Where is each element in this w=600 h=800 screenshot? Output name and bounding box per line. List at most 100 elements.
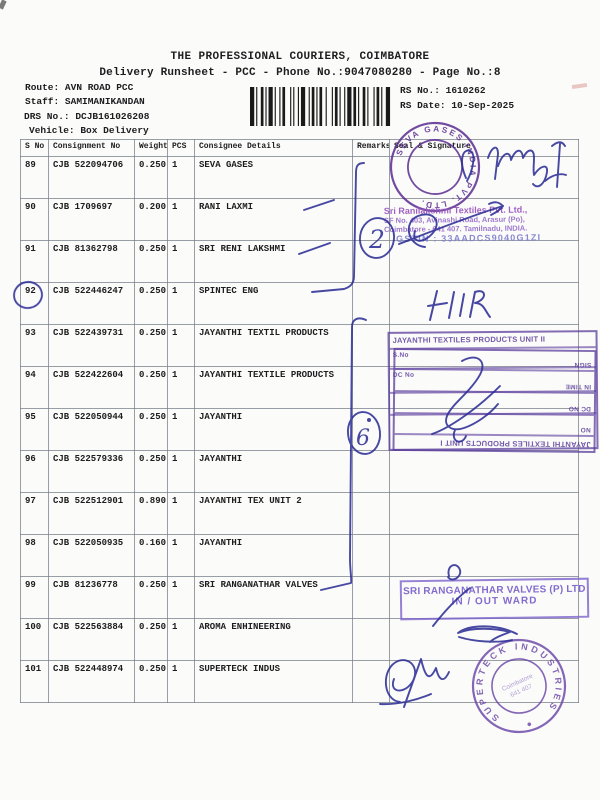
jayanthi-unit2-title: JAYANTHI TEXTILES PRODUCTS UNIT II (389, 332, 596, 350)
barcode-bar (265, 87, 267, 126)
rs-date-line: RS Date: 10-Sep-2025 (400, 100, 514, 111)
table-row-92: 92 CJB 522446247 0.250 1 SPINTEC ENG (20, 282, 579, 325)
cell-sno: 95 (20, 408, 49, 451)
barcode-bar (293, 87, 295, 126)
cell-consignee: SPINTEC ENG (194, 282, 353, 325)
cell-remarks (352, 618, 390, 661)
cell-consignment: CJB 522446247 (48, 282, 135, 325)
barcode-bar (297, 87, 299, 126)
cell-consignee: JAYANTHI (194, 450, 353, 493)
barcode-bar (325, 87, 327, 126)
cell-pcs: 1 (167, 240, 195, 283)
cell-weight: 0.160 (134, 534, 168, 577)
cell-consignee: JAYANTHI TEX UNIT 2 (194, 492, 353, 535)
route-value: AVN ROAD PCC (64, 82, 134, 93)
scan-artifact-red (571, 82, 588, 90)
runsheet-table: S No Consignment No Weight PCS Consignee… (20, 139, 579, 703)
cell-sno: 91 (20, 240, 49, 283)
cell-sno: 93 (20, 324, 49, 367)
cell-pcs: 1 (167, 660, 195, 703)
cell-consignee: SUPERTECK INDUS (194, 660, 353, 703)
cell-consignee: AROMA ENHINEERING (194, 618, 353, 661)
cell-remarks (352, 450, 390, 493)
cell-sno: 90 (20, 198, 49, 241)
cell-consignment: CJB 1709697 (48, 198, 135, 241)
rs-no-value: 1610262 (445, 85, 486, 96)
table-row-91: 91 CJB 81362798 0.250 1 SRI RENI LAKSHMI (20, 240, 579, 283)
barcode-bar (347, 87, 352, 126)
column-header-weight: Weight (134, 139, 168, 157)
jayanthi-unit1-row-sign: SIGN (395, 349, 594, 370)
cell-remarks (352, 408, 390, 451)
staff-line: Staff: SAMIMANIKANDAN (25, 96, 145, 107)
cell-pcs: 1 (167, 534, 195, 577)
barcode-bar (353, 87, 357, 126)
cell-weight: 0.250 (134, 450, 168, 493)
cell-remarks (352, 660, 390, 703)
barcode-bar (319, 87, 323, 126)
vehicle-label: Vehicle: (29, 125, 75, 136)
cell-sno: 92 (20, 282, 49, 325)
vehicle-line: Vehicle: Box Delivery (29, 125, 149, 136)
cell-sno: 98 (20, 534, 49, 577)
column-header-sno: S No (20, 139, 49, 157)
route-label: Route: (25, 82, 60, 93)
jayanthi-unit1-label-dcno: DC NO (568, 404, 591, 413)
superteck-stamp-dot (527, 722, 532, 727)
cell-weight: 0.250 (134, 324, 168, 367)
barcode-bar (311, 87, 315, 126)
cell-weight: 0.250 (134, 576, 168, 619)
cell-remarks (352, 324, 390, 367)
cell-consignee: RANI LAXMI (194, 198, 353, 241)
cell-remarks (352, 534, 390, 577)
cell-consignment: CJB 522050944 (48, 408, 135, 451)
cell-pcs: 1 (167, 156, 195, 199)
column-header-pcs: PCS (167, 139, 195, 157)
cell-weight: 0.250 (134, 282, 168, 325)
route-line: Route: AVN ROAD PCC (25, 82, 133, 93)
cell-weight: 0.250 (134, 618, 168, 661)
barcode-bar (316, 87, 318, 126)
cell-pcs: 1 (167, 450, 195, 493)
barcode-bar (358, 87, 360, 126)
cell-remarks (352, 576, 390, 619)
cell-consignment: CJB 522579336 (48, 450, 135, 493)
cell-remarks (352, 366, 390, 409)
ranganathar-valves-stamp: SRI RANGANATHAR VALVES (P) LTD IN / OUT … (399, 577, 590, 621)
cell-weight: 0.200 (134, 198, 168, 241)
runsheet-table-body: 89 CJB 522094706 0.250 1 SEVA GASES 90 CJB 170… (20, 156, 579, 703)
table-row-97: 97 CJB 522512901 0.890 1 JAYANTHI TEX UNIT 2 (20, 492, 579, 535)
barcode-bar (256, 87, 258, 126)
cell-pcs: 1 (167, 618, 195, 661)
cell-pcs: 1 (167, 282, 195, 325)
table-row-99: 99 CJB 81236778 0.250 1 SRI RANGANATHAR VALV… (20, 576, 579, 619)
textiles-stamp-gstin: GSTIN : 33AADCS9040G1ZI (396, 232, 542, 244)
cell-sno: 97 (20, 492, 49, 535)
scan-artifact (0, 0, 7, 10)
barcode-bar (250, 87, 255, 126)
cell-weight: 0.250 (134, 156, 168, 199)
cell-consignee: JAYANTHI TEXTIL PRODUCTS (194, 324, 353, 367)
barcode-bar (260, 87, 264, 126)
rs-no-label: RS No.: (400, 85, 440, 96)
textiles-address-stamp: Sri Ranilakshmi Textiles Pvt. Ltd., SF N… (384, 204, 582, 244)
jayanthi-unit1-stamp-inverted: JAYANTHI TEXTILES PRODUCTS UNIT I NO DC … (392, 347, 597, 454)
cell-seal (389, 282, 579, 325)
cell-consignment: CJB 522563884 (48, 618, 135, 661)
cell-pcs: 1 (167, 366, 195, 409)
jayanthi-unit1-title: JAYANTHI TEXTILES PRODUCTS UNIT I (394, 432, 594, 452)
barcode-bar (282, 87, 286, 126)
cell-pcs: 1 (167, 198, 195, 241)
staff-value: SAMIMANIKANDAN (64, 96, 145, 107)
barcode-bar (290, 87, 292, 126)
barcode-bar (381, 87, 383, 126)
cell-consignment: CJB 522050935 (48, 534, 135, 577)
vehicle-value: Box Delivery (80, 125, 149, 136)
cell-weight: 0.250 (134, 366, 168, 409)
barcode-bar (367, 87, 369, 126)
table-row-96: 96 CJB 522579336 0.250 1 JAYANTHI (20, 450, 579, 493)
table-header-row: S No Consignment No Weight PCS Consignee… (20, 139, 579, 157)
barcode-bar (274, 87, 276, 126)
cell-sno: 89 (20, 156, 49, 199)
cell-seal (389, 576, 579, 619)
